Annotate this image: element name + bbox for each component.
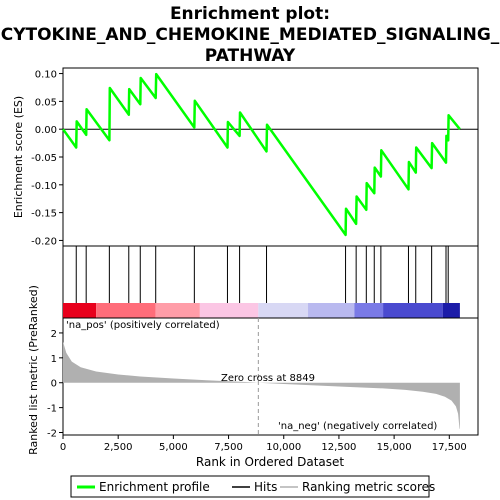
chart-title: Enrichment plot: CYTOKINE_AND_CHEMOKINE_… — [1, 4, 500, 66]
es-profile-line — [61, 72, 461, 237]
color-bar-segment — [96, 303, 156, 318]
hits-panel — [62, 245, 479, 319]
color-bar-segment — [63, 303, 97, 318]
metric-y-tick-label: 1 — [51, 354, 57, 365]
metric-y-tick-label: -1 — [47, 404, 57, 415]
rank-x-tick-label: 15,000 — [377, 442, 412, 453]
rank-x-tick-label: 5,000 — [159, 442, 188, 453]
legend-hits-label: Hits — [254, 480, 277, 494]
color-bar-segment — [354, 303, 384, 318]
rank-x-ticks: 0 2,500 5,000 7,500 10,000 12,500 15,000 17,500 — [60, 435, 467, 453]
color-bar-segment — [442, 303, 460, 318]
rank-x-tick-label: 0 — [60, 442, 66, 453]
es-y-tick-label: -0.20 — [31, 236, 57, 247]
negative-correlation-label: 'na_neg' (negatively correlated) — [278, 421, 437, 432]
es-y-tick-label: -0.10 — [31, 181, 57, 192]
chart-title-line-1: Enrichment plot: — [170, 4, 330, 24]
rank-x-tick-label: 10,000 — [266, 442, 301, 453]
color-bar-segment — [308, 303, 355, 318]
metric-y-tick-label: 0 — [51, 379, 57, 390]
legend-ranking-label: Ranking metric scores — [302, 480, 435, 494]
ranking-metric-panel: 'na_pos' (positively correlated) 'na_neg… — [27, 285, 479, 469]
color-bar-segment — [199, 303, 259, 318]
metric-y-ticks: 2 1 0 -1 -2 — [47, 329, 63, 440]
rank-x-tick-label: 12,500 — [321, 442, 356, 453]
rank-x-tick-label: 2,500 — [104, 442, 133, 453]
enrichment-score-panel: 0.10 0.05 0.00 -0.05 -0.10 -0.15 -0.20 Enrichm… — [12, 67, 479, 247]
rank-x-tick-label: 7,500 — [214, 442, 243, 453]
color-bar-segment — [383, 303, 443, 318]
hit-markers — [75, 246, 449, 303]
color-bar-segment — [258, 303, 309, 318]
rank-x-tick-label: 17,500 — [432, 442, 467, 453]
es-y-tick-label: -0.15 — [31, 209, 57, 220]
es-y-axis-label: Enrichment score (ES) — [12, 96, 25, 218]
color-bar-segment — [155, 303, 200, 318]
zero-cross-label: Zero cross at 8849 — [221, 373, 315, 384]
legend: Enrichment profile Hits Ranking metric s… — [70, 475, 435, 498]
metric-y-axis-label: Ranked list metric (PreRanked) — [27, 285, 40, 455]
es-y-tick-label: 0.05 — [35, 97, 57, 108]
rank-x-axis-label: Rank in Ordered Dataset — [196, 455, 344, 469]
es-y-ticks: 0.10 0.05 0.00 -0.05 -0.10 -0.15 -0.20 — [31, 70, 63, 247]
metric-y-tick-label: -2 — [47, 429, 57, 440]
es-y-tick-label: -0.05 — [31, 153, 57, 164]
metric-y-tick-label: 2 — [51, 329, 57, 340]
chart-title-line-2: CYTOKINE_AND_CHEMOKINE_MEDIATED_SIGNALIN… — [1, 25, 500, 45]
es-y-tick-label: 0.00 — [35, 125, 57, 136]
ranking-metric-area — [63, 341, 460, 429]
es-y-tick-label: 0.10 — [35, 70, 57, 81]
enrichment-score-frame — [62, 67, 479, 247]
chart-title-line-3: PATHWAY — [205, 46, 296, 66]
legend-enrichment-label: Enrichment profile — [99, 480, 210, 494]
rank-color-bar — [63, 303, 460, 318]
positive-correlation-label: 'na_pos' (positively correlated) — [66, 320, 220, 331]
